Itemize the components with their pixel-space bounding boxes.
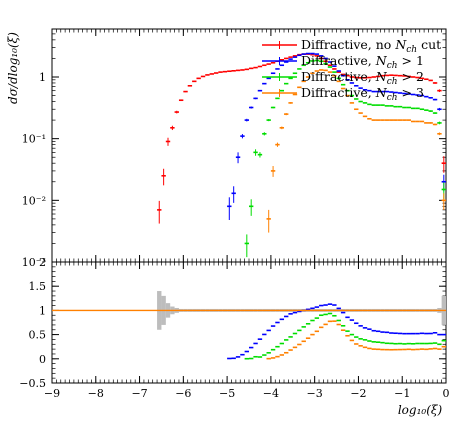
legend-label-3: Diffractive, Nch > 3	[301, 85, 424, 103]
ratio-y-tick-label: −0.5	[19, 377, 46, 390]
x-tick-label: −4	[263, 387, 279, 400]
series-1	[227, 52, 446, 220]
ratio-y-tick-label: 1	[39, 304, 46, 317]
x-tick-label: −7	[131, 387, 147, 400]
ratio-y-tick-label: 0.5	[29, 329, 47, 342]
ratio-series-2	[244, 312, 446, 360]
x-tick-label: −8	[88, 387, 104, 400]
y-tick-label: 10⁻²	[22, 194, 46, 207]
legend-label-1: Diffractive, Nch > 1	[301, 53, 424, 71]
x-tick-label: 0	[443, 387, 450, 400]
x-tick-label: −9	[44, 387, 60, 400]
x-tick-label: −3	[307, 387, 323, 400]
series-3	[266, 69, 446, 233]
x-tick-label: −5	[219, 387, 235, 400]
ratio-panel-frame	[51, 261, 447, 384]
ratio-y-tick-label: 2	[39, 256, 46, 269]
ratio-series-1	[227, 303, 446, 360]
y-axis-label: dσ/dlog₁₀(ξ)	[6, 32, 20, 104]
top-panel: 1 10⁻¹ 10⁻² 10⁻³	[22, 28, 447, 269]
x-tick-label: −6	[175, 387, 191, 400]
y-tick-label: 10⁻³	[22, 256, 46, 269]
ratio-y-tick-label: 1.5	[29, 280, 47, 293]
x-axis-label: log₁₀(ξ)	[398, 403, 443, 417]
x-tick-label: −1	[394, 387, 410, 400]
y-tick-label: 1	[39, 71, 46, 84]
series-2	[244, 59, 446, 258]
ratio-panel: 2 1.5 1 0.5 0 −0.5	[19, 256, 447, 390]
ratio-series-3	[266, 320, 446, 360]
legend-label-0: Diffractive, no Nch cut	[301, 37, 441, 55]
x-tick-label: −2	[350, 387, 366, 400]
y-tick-label: 10⁻¹	[22, 133, 46, 146]
ratio-y-tick-label: 0	[39, 353, 46, 366]
legend-label-2: Diffractive, Nch > 2	[301, 69, 424, 87]
